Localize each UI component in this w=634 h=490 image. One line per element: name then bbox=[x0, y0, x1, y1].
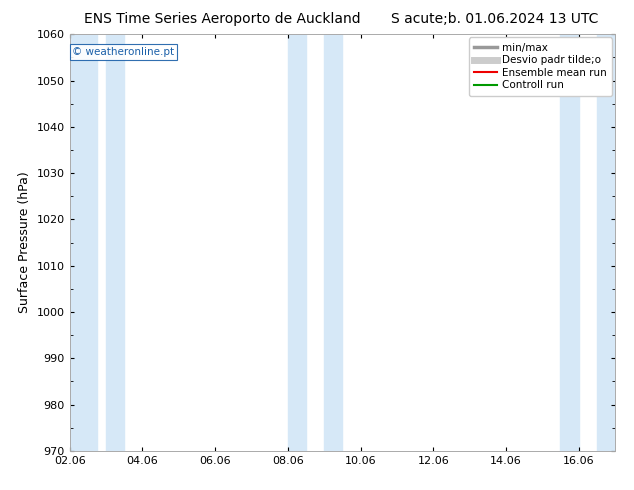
Bar bbox=[106, 34, 124, 451]
Bar bbox=[324, 34, 342, 451]
Text: ENS Time Series Aeroporto de Auckland: ENS Time Series Aeroporto de Auckland bbox=[84, 12, 360, 26]
Bar bbox=[560, 34, 579, 451]
Y-axis label: Surface Pressure (hPa): Surface Pressure (hPa) bbox=[18, 172, 31, 314]
Legend: min/max, Desvio padr tilde;o, Ensemble mean run, Controll run: min/max, Desvio padr tilde;o, Ensemble m… bbox=[469, 37, 612, 96]
Text: © weatheronline.pt: © weatheronline.pt bbox=[72, 47, 174, 57]
Text: S acute;b. 01.06.2024 13 UTC: S acute;b. 01.06.2024 13 UTC bbox=[391, 12, 598, 26]
Bar bbox=[70, 34, 97, 451]
Bar bbox=[288, 34, 306, 451]
Bar bbox=[597, 34, 615, 451]
